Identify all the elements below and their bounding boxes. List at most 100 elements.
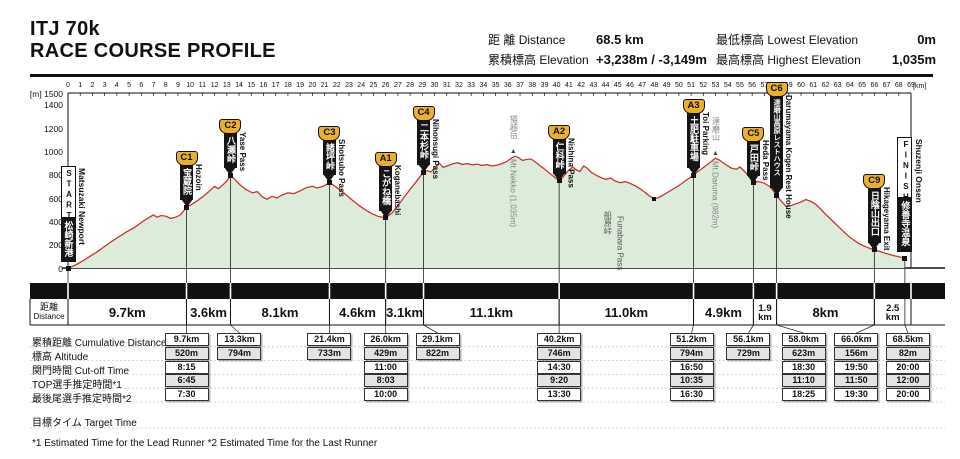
x-axis-tick: 10 <box>186 82 195 89</box>
peak-name-jp: 達磨山 <box>711 117 721 142</box>
checkpoint-dot <box>871 247 877 253</box>
x-axis-tick: 30 <box>430 82 439 89</box>
stat-elevation-label-en: Elevation <box>539 53 589 67</box>
checkpoint-C5-badge: C5 <box>742 126 765 142</box>
checkpoint-C2-badge: C2 <box>219 119 242 135</box>
checkpoint-C6-romaji: Darumayama Kogen Rest House <box>784 95 794 219</box>
distance-band-bar <box>30 283 945 299</box>
checkpoint-START-romaji: Matsuzaki Newport <box>77 168 87 245</box>
elevation-area-fill <box>68 156 905 268</box>
x-axis-tick: 17 <box>271 82 280 89</box>
peak-name-jp: 猫越岳 <box>509 115 519 140</box>
segment-distance: 2.5 km <box>885 302 900 323</box>
x-axis-tick: 8 <box>163 82 168 89</box>
checkpoint-A2-badge: A2 <box>548 124 571 140</box>
x-axis-tick: 49 <box>662 82 671 89</box>
x-axis-tick: 2 <box>90 82 95 89</box>
table-cell: 66.0km <box>834 333 879 346</box>
x-axis-tick: 23 <box>345 82 353 89</box>
flag-tip <box>379 209 392 218</box>
table-cell: 623m <box>781 346 826 360</box>
checkpoint-FINISH-kanji-banner: 修善寺温泉 <box>897 198 913 253</box>
x-axis-tick: 47 <box>638 82 647 89</box>
table-cell: 9:20 <box>537 374 582 388</box>
checkpoint-C6-badge: C6 <box>765 82 788 98</box>
x-axis-tick: 27 <box>393 82 402 89</box>
x-axis-tick: 32 <box>455 82 463 89</box>
x-axis-tick: 33 <box>467 82 476 89</box>
checkpoint-A3-romaji: Toi Parking <box>701 112 711 156</box>
checkpoint-C3-romaji: Shotsubo Pass <box>336 139 346 198</box>
table-row-label-altitude: 標高 Altitude <box>32 352 89 363</box>
segment-distance: 8.1km <box>261 305 299 320</box>
table-cell: 733m <box>307 346 352 360</box>
x-axis-tick: 66 <box>870 82 879 89</box>
x-axis-tick: 65 <box>858 82 867 89</box>
table-cell: 82m <box>885 346 930 360</box>
stat-distance-label-en: Distance <box>518 33 566 47</box>
checkpoint-dot <box>556 178 562 184</box>
checkpoint-C4-badge: C4 <box>412 106 435 122</box>
stat-highest: 最高標高 Highest Elevation 1,035m <box>716 51 936 68</box>
x-axis-tick: 26 <box>381 82 390 89</box>
x-axis-tick: 64 <box>846 82 854 89</box>
segment-distance: 4.6km <box>339 305 376 320</box>
y-axis-label: 1000 <box>44 146 63 157</box>
checkpoint-A3-kanji-banner: 土肥駐車場 <box>687 113 701 169</box>
checkpoint-C6-kanji-banner: 達磨山高原レストハウス <box>770 96 784 189</box>
checkpoint-C1-romaji: Hozoin <box>194 164 203 191</box>
x-axis-tick: 3 <box>102 82 107 89</box>
page-title: ITJ 70k RACE COURSE PROFILE <box>30 18 276 62</box>
stat-lowest-label-jp: 最低標高 <box>716 33 765 47</box>
segment-distance: 8km <box>812 305 839 320</box>
checkpoint-C9-badge: C9 <box>863 173 886 189</box>
checkpoint-FINISH-label: FINISH <box>897 137 913 203</box>
table-cell: 14:30 <box>537 360 582 374</box>
title-line-2: RACE COURSE PROFILE <box>30 40 276 62</box>
x-axis-tick: 19 <box>296 82 305 89</box>
footnote: *1 Estimated Time for the Lead Runner *2… <box>32 438 378 449</box>
stat-highest-label-en: Highest Elevation <box>767 53 861 67</box>
flag-tip <box>224 167 237 176</box>
table-cell: 68.5km <box>885 333 930 346</box>
stat-distance: 距 離 Distance 68.5 km <box>488 31 644 48</box>
table-cell: 40.2km <box>537 333 582 346</box>
x-axis-tick: 46 <box>626 82 634 89</box>
segment-distance: 3.1km <box>386 305 424 320</box>
checkpoint-C4-romaji: Nihonsugi Pass <box>431 119 441 180</box>
x-axis-tick: 44 <box>601 82 610 89</box>
x-axis-tick: 39 <box>540 82 549 89</box>
checkpoint-dot <box>326 179 332 185</box>
checkpoint-START-kanji-banner: 松崎新港 <box>60 218 76 262</box>
stat-lowest-value: 0m <box>917 32 936 47</box>
checkpoint-C9-romaji: Hikageyama Exit <box>881 186 891 251</box>
checkpoint-A1-badge: A1 <box>374 151 397 167</box>
checkpoint-C1-badge: C1 <box>175 151 198 167</box>
table-cell: 56.1km <box>726 333 771 346</box>
distance-band-label-jp: 距離 <box>39 302 58 312</box>
stat-elevation-value: +3,238m / -3,149m <box>596 52 707 67</box>
stat-distance-value: 68.5 km <box>596 32 644 47</box>
x-axis-tick: 51 <box>687 82 695 89</box>
table-cell: 8:03 <box>363 374 408 388</box>
checkpoint-C3-kanji-banner: 諸坪峠 <box>322 140 336 176</box>
x-axis-tick: 0 <box>66 82 70 89</box>
table-cell: 9.7km <box>164 333 209 346</box>
flag-tip <box>323 174 336 183</box>
table-cell: 20:00 <box>885 360 930 374</box>
checkpoint-dot <box>902 255 908 261</box>
table-cell: 794m <box>669 346 714 360</box>
x-axis-tick: 22 <box>332 82 341 89</box>
distance-band-label: 距離 Distance <box>31 302 67 322</box>
y-axis-label: 1400 <box>44 100 63 111</box>
x-axis-tick: 1 <box>78 82 83 89</box>
segment-distance: 9.7km <box>108 305 146 320</box>
table-connector <box>423 324 438 334</box>
table-cell: 12:00 <box>885 374 930 388</box>
x-axis-tick: 31 <box>442 82 451 89</box>
y-axis-label: 400 <box>48 216 63 227</box>
stat-lowest: 最低標高 Lowest Elevation 0m <box>716 31 936 48</box>
x-axis-tick: 15 <box>247 82 256 89</box>
table-cell: 11:50 <box>834 374 879 388</box>
checkpoint-A1-romaji: Koganebashi <box>393 164 403 216</box>
